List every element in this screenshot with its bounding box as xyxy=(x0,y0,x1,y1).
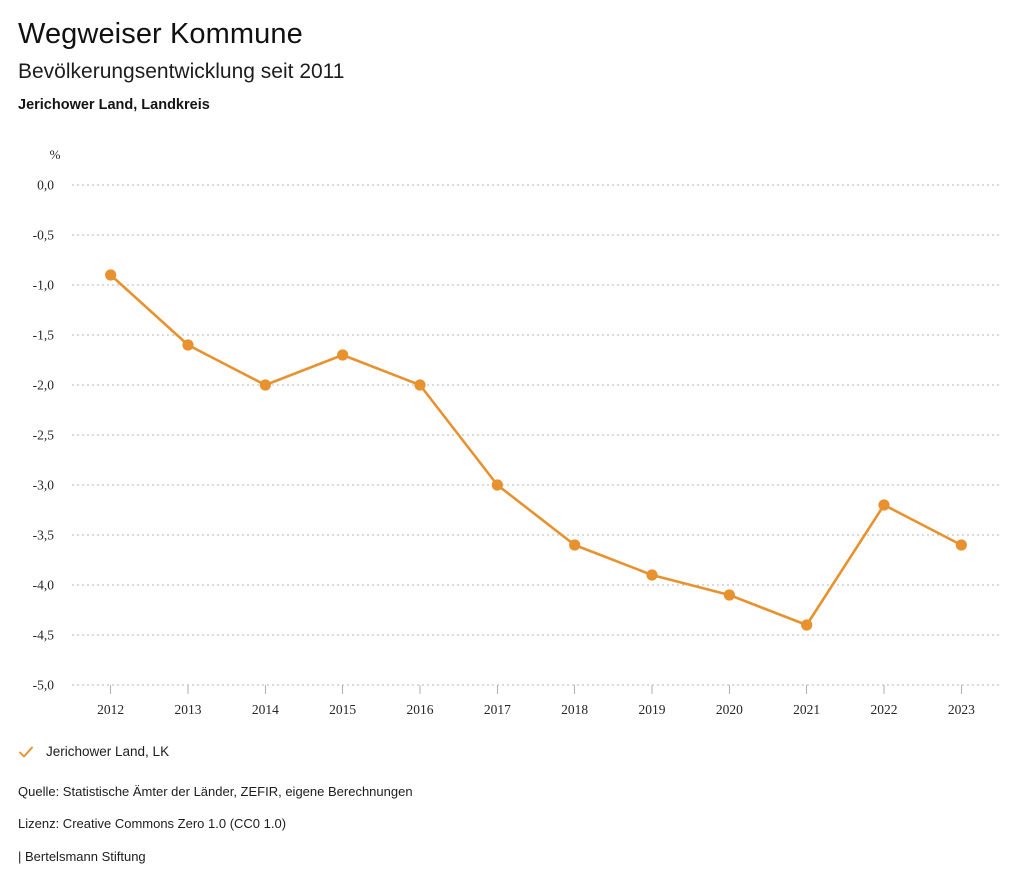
x-axis-tick-label: 2019 xyxy=(639,702,666,717)
line-chart: 0,0 -0,5 -1,0 -1,5 -2,0 -2,5 -3,0 -3,5 -4,0 -4,5 -… xyxy=(0,138,1024,738)
y-axis-tick-label: -3,0 xyxy=(33,478,55,493)
y-axis-tick-label: -4,0 xyxy=(33,578,55,593)
x-axis-ticks: 2012 2013 2014 2015 2016 2017 2018 2019 2020 2021… xyxy=(97,685,975,717)
x-axis-tick-label: 2016 xyxy=(407,702,434,717)
chart-canvas: 0,0 -0,5 -1,0 -1,5 -2,0 -2,5 -3,0 -3,5 -4,0 -4,5 -… xyxy=(33,147,1000,717)
data-point[interactable] xyxy=(105,269,117,281)
data-point[interactable] xyxy=(182,339,194,351)
y-axis-tick-label: -1,0 xyxy=(33,278,55,293)
data-point[interactable] xyxy=(723,589,735,601)
y-axis-unit-label: % xyxy=(50,147,61,162)
x-axis-tick-label: 2020 xyxy=(716,702,743,717)
x-axis-tick-label: 2022 xyxy=(871,702,898,717)
y-axis-tick-label: -1,5 xyxy=(33,328,55,343)
data-series xyxy=(105,269,967,631)
legend-label: Jerichower Land, LK xyxy=(46,744,170,760)
data-point[interactable] xyxy=(491,479,503,491)
data-point[interactable] xyxy=(569,539,581,551)
x-axis-tick-label: 2013 xyxy=(175,702,202,717)
chart-footer: Quelle: Statistische Ämter der Länder, Z… xyxy=(18,784,998,864)
y-axis-tick-label: -2,0 xyxy=(33,378,55,393)
data-point[interactable] xyxy=(801,619,813,631)
page-subtitle: Bevölkerungsentwicklung seit 2011 xyxy=(18,60,345,84)
data-point[interactable] xyxy=(878,499,890,511)
page-title: Wegweiser Kommune xyxy=(18,18,303,50)
data-point[interactable] xyxy=(337,349,349,361)
x-axis-tick-label: 2017 xyxy=(484,702,511,717)
x-axis-tick-label: 2012 xyxy=(97,702,124,717)
publisher-note: | Bertelsmann Stiftung xyxy=(18,848,146,864)
y-axis-tick-label: -5,0 xyxy=(33,678,55,693)
source-note: Quelle: Statistische Ämter der Länder, Z… xyxy=(18,784,413,799)
legend-item-jerichower-land[interactable]: Jerichower Land, LK xyxy=(18,744,169,760)
y-axis-tick-label: -0,5 xyxy=(33,228,55,243)
data-point[interactable] xyxy=(414,379,426,391)
data-point[interactable] xyxy=(955,539,967,551)
y-axis-tick-label: -4,5 xyxy=(33,628,55,643)
x-axis-tick-label: 2014 xyxy=(252,702,279,717)
check-icon xyxy=(19,746,33,758)
x-axis-tick-label: 2023 xyxy=(948,702,975,717)
region-label: Jerichower Land, Landkreis xyxy=(18,96,210,113)
grid-lines xyxy=(72,184,1000,686)
page-header: Wegweiser Kommune Bevölkerungsentwicklun… xyxy=(18,18,998,114)
y-axis-tick-label: -3,5 xyxy=(33,528,55,543)
x-axis-tick-label: 2021 xyxy=(793,702,820,717)
y-axis-ticks: 0,0 -0,5 -1,0 -1,5 -2,0 -2,5 -3,0 -3,5 -4,0 -4,5 -… xyxy=(33,178,55,693)
x-axis-tick-label: 2015 xyxy=(329,702,356,717)
y-axis-tick-label: -2,5 xyxy=(33,428,55,443)
data-point[interactable] xyxy=(259,379,271,391)
license-note: Lizenz: Creative Commons Zero 1.0 (CC0 1… xyxy=(18,816,287,832)
data-point[interactable] xyxy=(646,569,658,581)
y-axis-tick-label: 0,0 xyxy=(37,178,54,193)
x-axis-tick-label: 2018 xyxy=(561,702,588,717)
series-line xyxy=(109,273,963,627)
